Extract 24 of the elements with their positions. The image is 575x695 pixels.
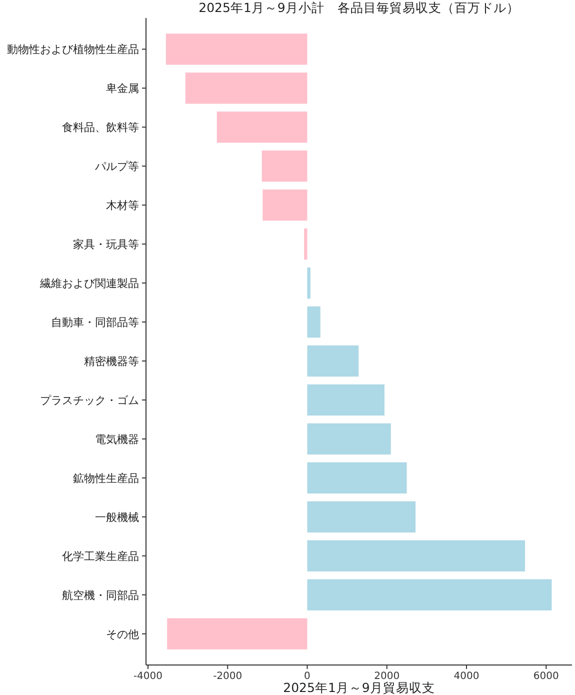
y-tick-label: 航空機・同部品 [62, 588, 139, 602]
y-tick-label: パルプ等 [94, 160, 139, 174]
y-tick-label: プラスチック・ゴム [40, 394, 139, 407]
y-tick-label: 一般機械 [95, 510, 139, 524]
x-tick-label: 4000 [454, 671, 480, 682]
y-tick-label: 化学工業生産品 [62, 550, 139, 563]
y-tick-label: 繊維および関連製品 [39, 277, 139, 290]
y-tick-label: 鉱物性生産品 [73, 472, 139, 485]
x-tick-label: -2000 [213, 671, 242, 682]
y-tick-label: その他 [106, 628, 139, 641]
x-axis-title: 2025年1月～9月貿易収支 [283, 680, 435, 695]
y-tick-label: 動物性および植物性生産品 [7, 43, 139, 56]
chart-title: 2025年1月～9月小計 各品目毎貿易収支（百万ドル） [198, 0, 520, 15]
y-tick-label: 家具・玩具等 [73, 238, 139, 252]
y-tick-label: 電気機器 [95, 432, 139, 446]
y-tick-label: 食料品、飲料等 [62, 121, 139, 134]
x-tick-label: -4000 [133, 671, 163, 682]
y-tick-label: 精密機器等 [84, 354, 139, 368]
y-tick-label: 木材等 [106, 199, 139, 212]
x-tick-label: 0 [304, 671, 310, 682]
x-tick-label: 2000 [374, 671, 400, 682]
y-tick-label: 自動車・同部品等 [51, 316, 139, 330]
x-tick-label: 6000 [533, 671, 559, 682]
y-tick-label: 卑金属 [106, 82, 139, 96]
